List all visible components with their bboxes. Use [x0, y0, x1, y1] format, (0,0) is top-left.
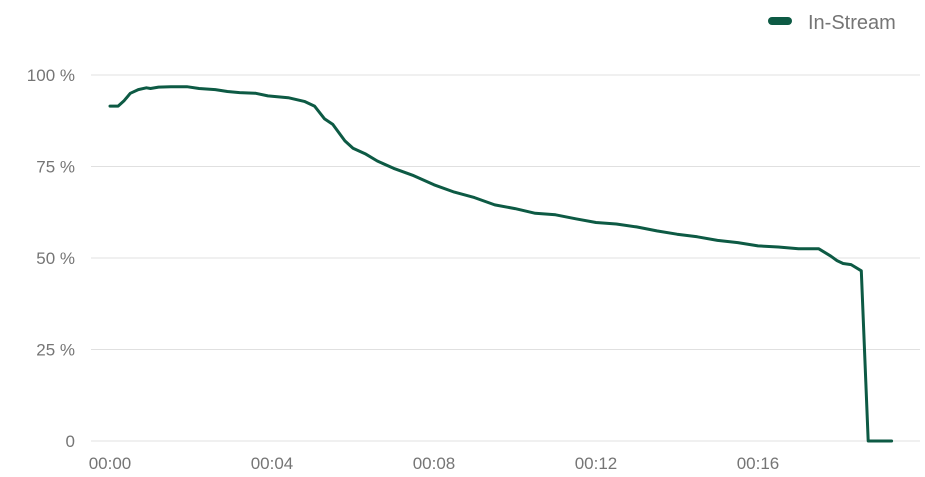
- series-layer: [108, 85, 894, 443]
- y-tick-label: 0: [66, 432, 75, 451]
- legend[interactable]: In-Stream: [768, 12, 896, 34]
- legend-dash-icon: [768, 17, 792, 25]
- y-tick-label: 75 %: [36, 158, 75, 177]
- series-line-in-stream: [108, 85, 894, 443]
- x-axis-tick-labels: 00:00 00:04 00:08 00:12 00:16: [89, 454, 780, 473]
- y-tick-label: 50 %: [36, 249, 75, 268]
- x-tick-label: 00:00: [89, 454, 132, 472]
- y-axis-tick-labels: 0 25 % 50 % 75 % 100 %: [27, 66, 75, 451]
- gridlines: [91, 74, 920, 442]
- x-tick-label: 00:08: [413, 454, 456, 472]
- y-tick-label: 25 %: [36, 341, 75, 360]
- legend-label-in-stream: In-Stream: [808, 12, 896, 34]
- x-tick-label: 00:16: [737, 454, 780, 472]
- x-tick-label: 00:04: [251, 454, 294, 472]
- x-tick-label: 00:12: [575, 454, 618, 472]
- y-tick-label: 100 %: [27, 66, 75, 85]
